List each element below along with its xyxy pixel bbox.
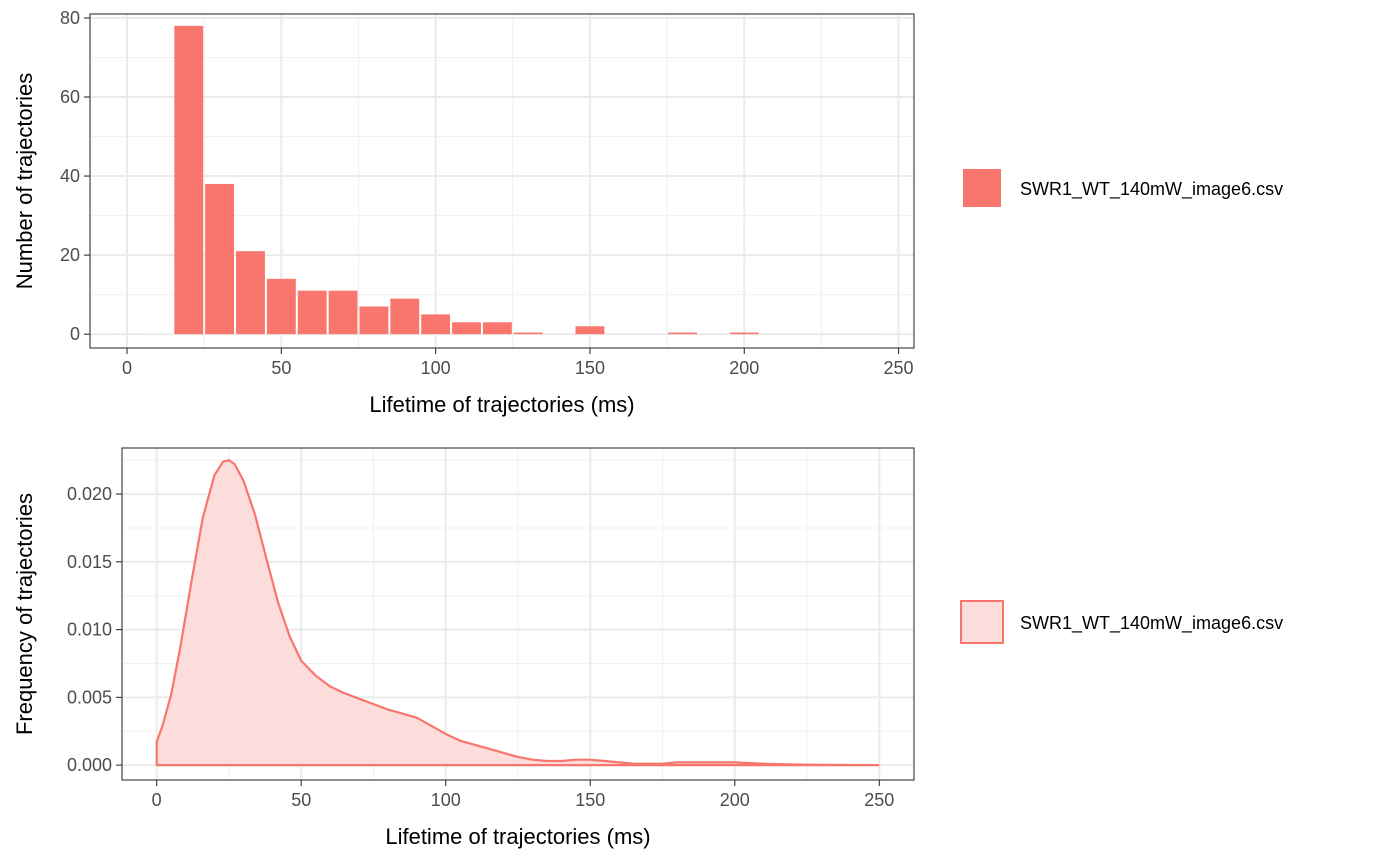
histogram-bar — [729, 332, 759, 335]
histogram-bar — [853, 333, 883, 335]
y-tick-label: 20 — [60, 245, 80, 265]
density-legend: SWR1_WT_140mW_image6.csv — [960, 600, 1283, 644]
density-legend-key — [960, 600, 1004, 644]
x-tick-label: 100 — [421, 358, 451, 378]
histogram-bar — [760, 333, 790, 335]
histogram-bar — [513, 332, 543, 335]
histogram-y-axis: 0 20 40 60 80 — [60, 8, 90, 344]
histogram-bar — [637, 333, 667, 335]
y-tick-label: 0.000 — [67, 755, 112, 775]
density-x-axis: 0 50 100 150 200 250 — [152, 780, 894, 810]
histogram-bar — [791, 333, 821, 335]
y-tick-label: 0.005 — [67, 687, 112, 707]
histogram-x-axis-title: Lifetime of trajectories (ms) — [369, 392, 634, 417]
histogram-bar — [606, 333, 636, 335]
histogram-bar — [328, 290, 358, 335]
histogram-panel: 0 50 100 150 200 250 0 20 40 60 80 Lifetime of tr… — [12, 8, 1283, 417]
histogram-legend-label: SWR1_WT_140mW_image6.csv — [1020, 179, 1283, 200]
histogram-bar — [236, 251, 265, 335]
x-tick-label: 50 — [291, 790, 311, 810]
x-tick-label: 50 — [271, 358, 291, 378]
histogram-panel-border — [89, 13, 915, 349]
histogram-bar — [266, 278, 296, 335]
y-tick-label: 0.020 — [67, 484, 112, 504]
histogram-x-axis: 0 50 100 150 200 250 — [122, 348, 914, 378]
histogram-bars — [112, 25, 883, 335]
histogram-bar — [421, 314, 451, 335]
histogram-bar — [698, 333, 728, 335]
density-y-axis: 0.000 0.005 0.010 0.015 0.020 — [67, 484, 122, 775]
histogram-bar — [390, 298, 420, 335]
histogram-bar — [452, 322, 481, 335]
y-tick-label: 60 — [60, 87, 80, 107]
x-tick-label: 0 — [152, 790, 162, 810]
x-tick-label: 200 — [729, 358, 759, 378]
histogram-bar — [359, 306, 389, 335]
y-tick-label: 40 — [60, 166, 80, 186]
density-area — [156, 460, 880, 766]
y-tick-label: 0.010 — [67, 620, 112, 640]
y-tick-label: 80 — [60, 8, 80, 28]
x-tick-label: 0 — [122, 358, 132, 378]
x-tick-label: 150 — [575, 790, 605, 810]
histogram-bar — [544, 333, 574, 335]
density-panel: 0 50 100 150 200 250 0.000 0.005 0.010 0.015 0.02… — [12, 447, 1283, 849]
histogram-bar — [112, 333, 142, 335]
density-line — [155, 459, 880, 767]
density-x-axis-title: Lifetime of trajectories (ms) — [385, 824, 650, 849]
histogram-bar — [205, 183, 235, 335]
x-tick-label: 250 — [884, 358, 914, 378]
density-panel-border — [121, 447, 915, 781]
histogram-bar — [575, 326, 605, 335]
histogram-bar — [174, 25, 204, 335]
histogram-legend-key — [963, 169, 1001, 207]
histogram-y-axis-title: Number of trajectories — [12, 73, 37, 289]
density-legend-label: SWR1_WT_140mW_image6.csv — [1020, 613, 1283, 634]
x-tick-label: 200 — [720, 790, 750, 810]
density-y-axis-title: Frequency of trajectories — [12, 493, 37, 735]
y-tick-label: 0.015 — [67, 552, 112, 572]
y-tick-label: 0 — [70, 324, 80, 344]
histogram-bar — [822, 333, 852, 335]
histogram-bar — [482, 322, 512, 335]
histogram-legend: SWR1_WT_140mW_image6.csv — [963, 169, 1283, 207]
x-tick-label: 150 — [575, 358, 605, 378]
histogram-bar — [668, 332, 697, 335]
histogram-bar — [297, 290, 327, 335]
x-tick-label: 100 — [431, 790, 461, 810]
x-tick-label: 250 — [864, 790, 894, 810]
